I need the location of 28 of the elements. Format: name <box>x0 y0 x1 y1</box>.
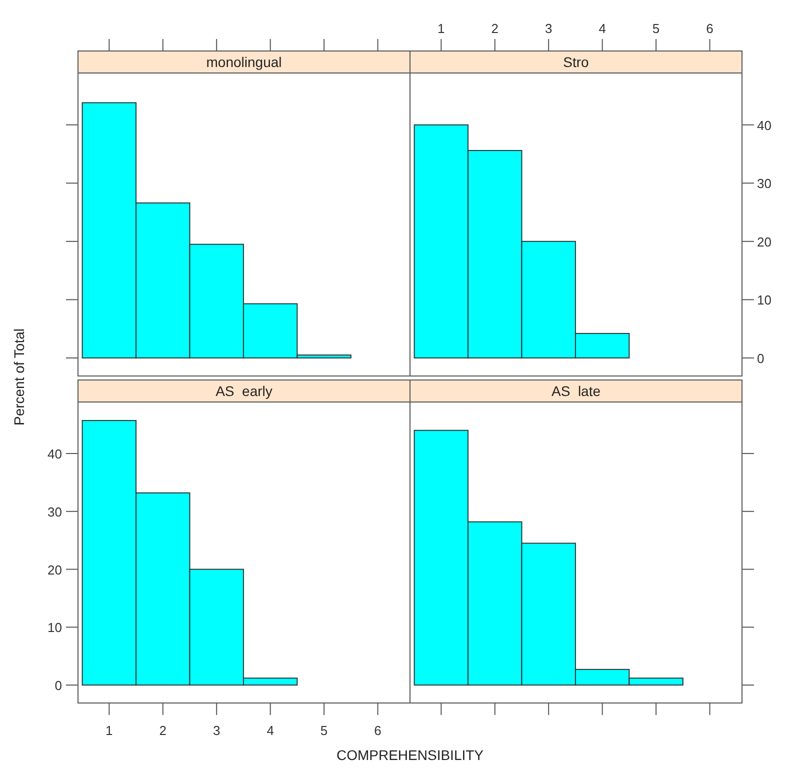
y-axis-title: Percent of Total <box>11 328 27 426</box>
x-tick-label: 2 <box>159 723 166 738</box>
y-tick-label: 0 <box>54 678 62 694</box>
x-tick-label: 4 <box>266 723 274 738</box>
x-tick-label: 3 <box>212 723 220 738</box>
y-tick-label: 0 <box>757 350 764 366</box>
x-tick-label: 5 <box>320 723 328 738</box>
y-tick-label: 40 <box>48 446 62 462</box>
x-tick-label: 6 <box>706 21 714 36</box>
y-tick-label: 40 <box>757 118 772 133</box>
y-tick-label: 30 <box>757 176 772 192</box>
x-tick-label: 5 <box>652 21 660 36</box>
y-tick-label: 20 <box>48 562 62 578</box>
x-tick-label: 4 <box>598 21 606 36</box>
y-tick-label: 20 <box>757 234 772 250</box>
chart-title: AS late <box>551 383 601 399</box>
y-tick-label: 30 <box>48 504 62 520</box>
y-tick-label: 10 <box>757 292 772 308</box>
x-axis-title: COMPREHENSIBILITY <box>336 747 484 763</box>
chart-title: Stro <box>563 54 590 70</box>
chart-title: AS early <box>216 383 272 399</box>
x-tick-label: 2 <box>491 21 498 36</box>
y-tick-label: 10 <box>48 620 62 636</box>
x-tick-label: 3 <box>544 21 552 36</box>
chart-title: monolingual <box>206 54 282 70</box>
x-tick-label: 1 <box>438 21 445 36</box>
x-tick-label: 1 <box>106 723 113 738</box>
x-tick-label: 6 <box>374 723 382 738</box>
